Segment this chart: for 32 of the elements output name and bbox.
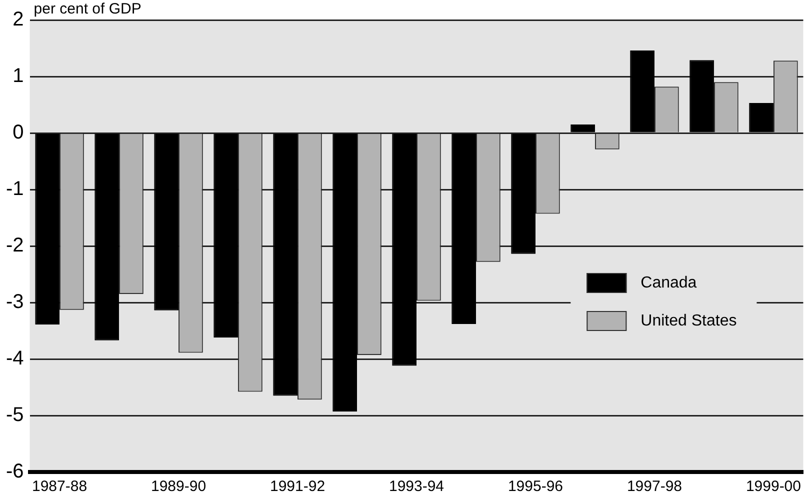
y-axis-title: per cent of GDP — [34, 0, 142, 18]
legend-label: United States — [640, 312, 737, 330]
bar — [452, 134, 476, 324]
legend-label: Canada — [640, 274, 697, 292]
bar — [392, 134, 417, 366]
bar — [749, 103, 774, 132]
y-tick-label: -3 — [6, 291, 24, 314]
x-tick-label: 1991-92 — [270, 478, 326, 496]
bar — [332, 134, 358, 412]
x-tick-label: 1987-88 — [32, 478, 88, 496]
bar — [570, 124, 595, 132]
bar — [35, 134, 60, 325]
x-tick-label: 1997-98 — [626, 478, 682, 496]
y-tick-label: 2 — [12, 8, 24, 31]
y-tick-label: -6 — [6, 460, 24, 483]
y-tick-label: 0 — [12, 122, 24, 144]
x-tick-label: 1993-94 — [388, 478, 444, 496]
x-tick-label: 1995-96 — [508, 478, 564, 496]
y-tick-label: -4 — [6, 348, 24, 370]
x-tick-label: 1999-00 — [746, 478, 802, 496]
bar — [690, 60, 714, 132]
bar — [214, 134, 238, 338]
bar — [94, 134, 120, 340]
x-tick-label: 1989-90 — [150, 478, 206, 496]
y-tick-label: -5 — [6, 404, 24, 426]
y-tick-label: -2 — [6, 234, 24, 257]
y-tick-label: -1 — [6, 178, 24, 200]
bar — [154, 134, 179, 310]
bar — [511, 134, 536, 254]
bar — [273, 134, 298, 396]
bar — [630, 50, 654, 132]
y-tick-label: 1 — [12, 65, 24, 88]
